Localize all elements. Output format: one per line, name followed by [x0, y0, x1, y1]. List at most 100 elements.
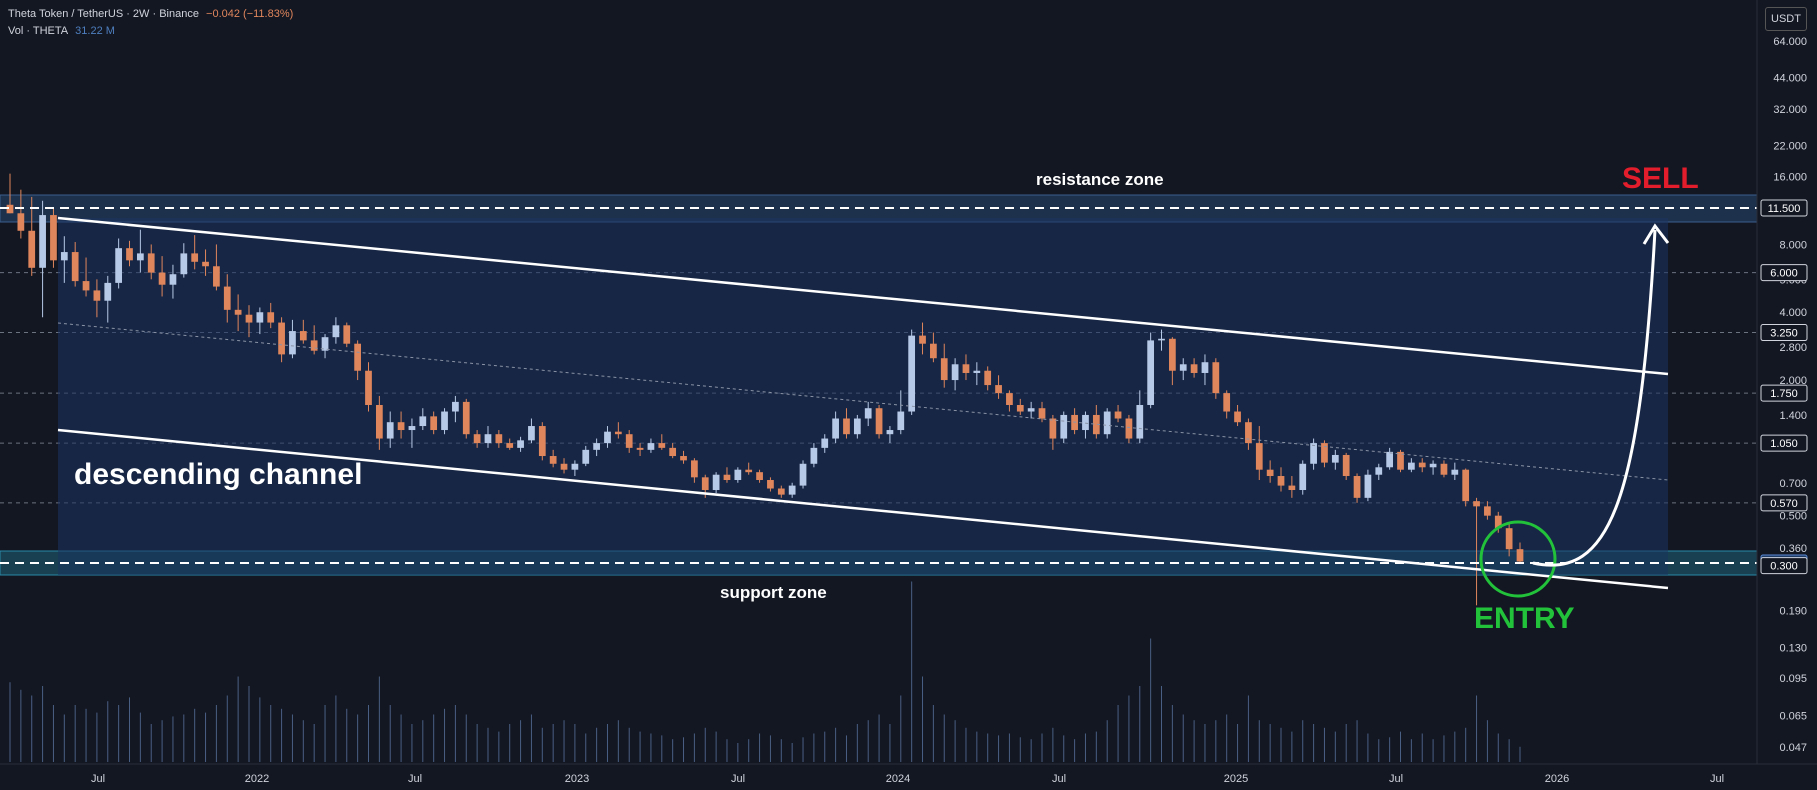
candle-body — [82, 281, 90, 291]
candle-body — [1310, 443, 1317, 464]
candle-body — [180, 253, 188, 275]
candle-body — [115, 248, 123, 283]
time-tick-label: 2025 — [1224, 773, 1248, 785]
price-tick-label: 8.000 — [1779, 239, 1807, 251]
candle-body — [386, 422, 394, 439]
level-tag-box — [1760, 324, 1808, 342]
candle-body — [17, 213, 25, 231]
candle-body — [278, 322, 285, 355]
price-tick-label: 0.500 — [1779, 511, 1807, 523]
header-symbol-row: Theta Token / TetherUS · 2W · Binance −0… — [8, 8, 297, 20]
candle-body — [1049, 418, 1057, 439]
price-tick-label: 2.000 — [1779, 375, 1807, 387]
candle-body — [951, 364, 959, 381]
candle-body — [1158, 338, 1165, 341]
price-tick-label: 2.800 — [1779, 342, 1807, 354]
candle-body — [995, 385, 1002, 394]
volume-value: 31.22 M — [75, 25, 115, 37]
candle-body — [473, 434, 481, 444]
time-tick-label: Jul — [731, 773, 745, 785]
candle-body — [1092, 414, 1100, 435]
candle-body — [202, 261, 209, 267]
candle-body — [93, 290, 101, 301]
candle-body — [1397, 451, 1404, 470]
price-tick-label: 0.095 — [1779, 673, 1807, 685]
forecast-arrow-path — [1532, 229, 1657, 567]
candle-body — [245, 314, 253, 323]
candle-body — [1169, 338, 1176, 371]
candle-body — [234, 309, 242, 315]
candle-body — [1082, 414, 1089, 431]
candle-body — [506, 443, 514, 448]
symbol-title[interactable]: Theta Token / TetherUS · 2W · Binance — [8, 8, 199, 20]
candle-body — [1038, 408, 1046, 419]
price-tick-label: 0.065 — [1779, 710, 1807, 722]
candle-body — [919, 335, 926, 344]
candle-body — [1364, 474, 1372, 498]
price-tick-label: 64.000 — [1773, 36, 1807, 48]
candle-body — [50, 215, 57, 261]
descending-channel-label: descending channel — [74, 458, 363, 491]
candle-body — [875, 408, 883, 435]
candle-body — [897, 411, 905, 431]
level-tag-label: 6.000 — [1770, 268, 1798, 280]
volume-label[interactable]: Vol · THETA — [8, 25, 69, 37]
candle-body — [1288, 485, 1296, 491]
time-tick-label: Jul — [408, 773, 422, 785]
candle-body — [6, 204, 14, 214]
candle-body — [723, 474, 731, 481]
support-zone-label: support zone — [720, 583, 827, 602]
price-tick-label: 16.000 — [1773, 172, 1807, 184]
candle-body — [158, 272, 166, 285]
price-tick-label: 0.700 — [1779, 478, 1807, 490]
candle-body — [343, 325, 351, 344]
candle-body — [669, 447, 677, 457]
candle-body — [1429, 463, 1437, 468]
candle-body — [397, 422, 405, 431]
drawing-lines — [0, 207, 1757, 598]
time-tick-label: Jul — [1710, 773, 1724, 785]
candle-body — [354, 343, 361, 371]
candle-body — [745, 469, 753, 473]
price-tick-label: 44.000 — [1773, 73, 1807, 85]
candle-body — [1136, 404, 1144, 439]
candle-body — [223, 286, 231, 310]
candle-body — [213, 266, 220, 287]
candle-body — [636, 447, 644, 450]
channel-box — [58, 218, 1668, 575]
candle-body — [984, 370, 992, 386]
candle-body — [1179, 364, 1187, 371]
candle-body — [593, 443, 600, 450]
candle-body — [1299, 463, 1307, 491]
level-tag-box — [1760, 384, 1808, 402]
candle-body — [299, 331, 307, 341]
candle-body — [1190, 364, 1198, 373]
candle-body — [1016, 404, 1024, 412]
candle-body — [1473, 501, 1480, 507]
candle-body — [136, 253, 144, 261]
candle-body — [256, 312, 264, 323]
time-tick-label: 2022 — [245, 773, 269, 785]
candle-body — [853, 418, 861, 435]
level-tag-label: 0.300 — [1770, 561, 1798, 573]
candle-body — [39, 215, 46, 268]
candle-body — [321, 337, 329, 351]
candle-body — [430, 416, 438, 431]
candle-body — [908, 335, 916, 412]
candle-body — [604, 431, 611, 444]
candle-body — [484, 434, 492, 444]
candle-body — [560, 463, 568, 470]
candle-body — [441, 411, 448, 431]
level-tag-box — [1760, 264, 1808, 282]
candle-body — [267, 312, 275, 323]
candle-body — [1212, 362, 1220, 394]
channel-upper-line — [57, 216, 1669, 376]
currency-button[interactable]: USDT — [1765, 7, 1807, 31]
candle-body — [1255, 443, 1263, 470]
candle-body — [734, 469, 742, 481]
candle-body — [1418, 462, 1426, 468]
candle-body — [1462, 469, 1470, 502]
candle-body — [126, 248, 133, 261]
candle-body — [1484, 506, 1491, 516]
